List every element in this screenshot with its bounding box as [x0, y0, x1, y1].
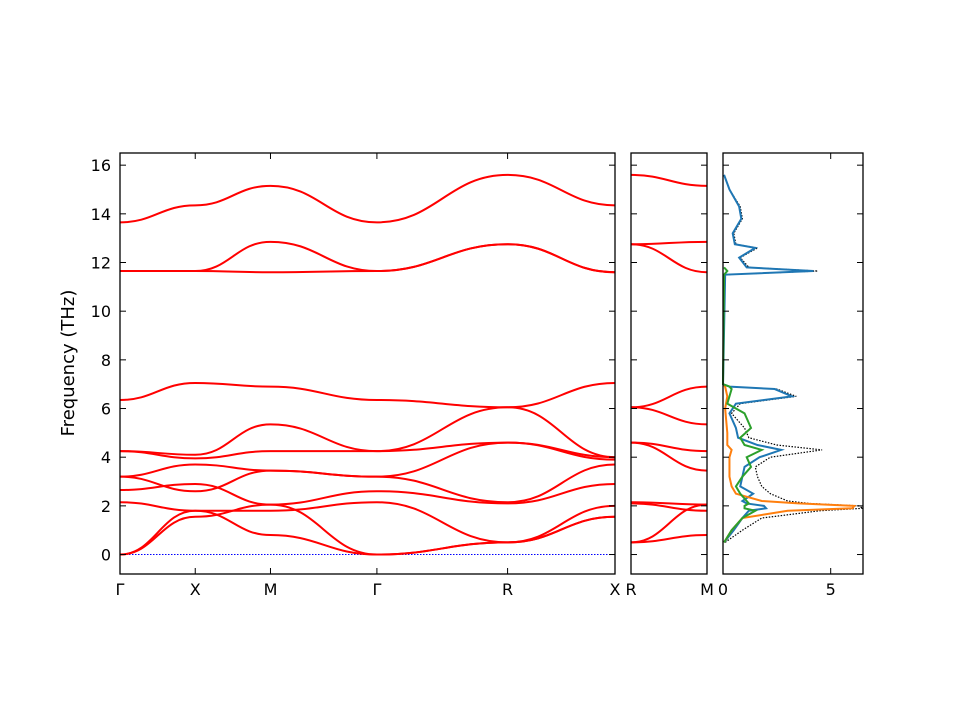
phonon-band: [119, 482, 616, 506]
phonon-band: [119, 240, 616, 274]
phonon-band: [119, 463, 616, 504]
y-tick-label: 2: [101, 497, 111, 516]
phonon-band: [119, 381, 616, 409]
dos-partial-line: [721, 174, 814, 543]
y-axis-title: Frequency (THz): [58, 290, 79, 437]
x-tick-label: Γ: [116, 580, 125, 599]
x-tick-label: X: [610, 580, 621, 599]
rm-panel-frame: [630, 152, 708, 575]
phonon-band: [630, 502, 708, 512]
y-tick-label: 12: [91, 254, 111, 273]
y-tick-label: 0: [101, 546, 111, 565]
phonon-band: [119, 441, 616, 478]
x-tick-label: Γ: [372, 580, 381, 599]
band-panel-frame: [119, 152, 616, 575]
x-tick-label: M: [700, 580, 714, 599]
x-tick-label: 5: [826, 580, 836, 599]
y-tick-label: 14: [91, 205, 111, 224]
y-tick-label: 4: [101, 448, 111, 467]
dos-panel-frame: [722, 152, 864, 575]
phonon-band: [630, 243, 708, 274]
x-tick-label: 0: [718, 580, 728, 599]
y-tick-label: 6: [101, 400, 111, 419]
dos-partial-line: [721, 266, 765, 543]
dos-total-line: [722, 174, 866, 543]
x-tick-label: R: [502, 580, 513, 599]
phonon-band: [630, 385, 708, 409]
phonon-band: [119, 243, 616, 274]
x-tick-label: R: [625, 580, 636, 599]
band-structure-panel: Γ X M Γ R X 0 2 4 6 8 10 12 14 16: [91, 152, 621, 599]
phonon-band: [119, 406, 616, 459]
phonon-band: [119, 501, 616, 544]
phonon-band: [630, 441, 708, 472]
phonon-band: [630, 534, 708, 544]
x-tick-label: X: [190, 580, 201, 599]
y-tick-label: 10: [91, 302, 111, 321]
phonon-band: [630, 240, 708, 246]
phonon-band: [119, 503, 616, 556]
dos-partial-line: [722, 383, 857, 543]
phonon-band: [630, 406, 708, 426]
y-tick-label: 8: [101, 351, 111, 370]
x-tick-label: M: [264, 580, 278, 599]
phonon-band: [119, 173, 616, 224]
y-tick-label: 16: [91, 156, 111, 175]
phonon-band: [630, 173, 708, 187]
